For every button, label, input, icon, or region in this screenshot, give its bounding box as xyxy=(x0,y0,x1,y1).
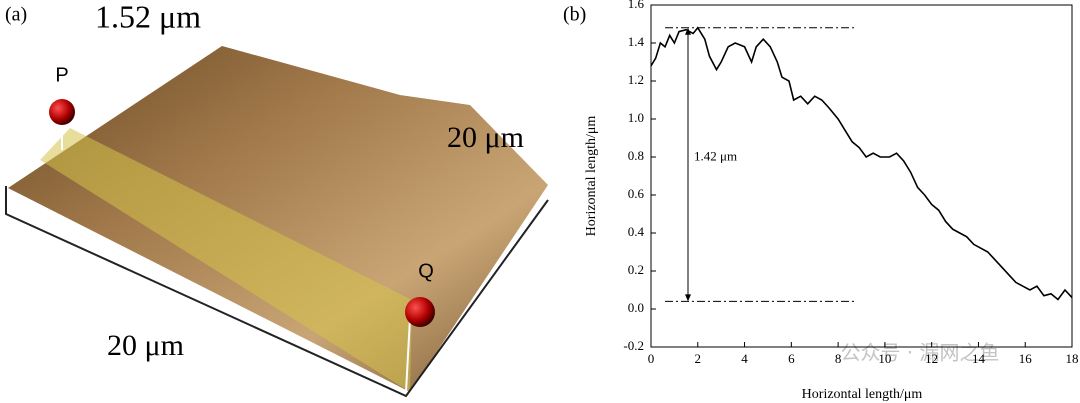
x-axis-title: Horizontal length/μm xyxy=(802,387,923,402)
y-tick-label: 0.0 xyxy=(628,300,644,315)
point-q-marker xyxy=(405,297,435,327)
x-tick-label: 14 xyxy=(972,351,986,366)
panel-label: (b) xyxy=(563,4,586,26)
y-tick-label: 0.4 xyxy=(628,224,645,239)
y-tick-label: 1.4 xyxy=(628,34,645,49)
y-tick-label: -0.2 xyxy=(623,338,644,353)
x-tick-label: 10 xyxy=(878,351,891,366)
watermark: 公众号 · 漏网之鱼 xyxy=(840,341,999,365)
side-label: 20 μm xyxy=(107,329,184,362)
point-label: P xyxy=(55,64,68,86)
x-tick-label: 18 xyxy=(1066,351,1079,366)
x-tick-label: 0 xyxy=(648,351,655,366)
x-tick-label: 2 xyxy=(695,351,702,366)
annotation: 1.42 μm xyxy=(694,149,737,164)
profile-plane xyxy=(40,128,412,392)
y-tick-label: 1.6 xyxy=(628,0,645,11)
x-tick-label: 12 xyxy=(925,351,938,366)
y-tick-label: 0.2 xyxy=(628,262,644,277)
panel-a: (a) 1.52 μm 20 μm 20 μm P Q xyxy=(5,0,549,398)
y-tick-label: 1.2 xyxy=(628,72,644,87)
side-label: 20 μm xyxy=(447,121,524,154)
box-edge xyxy=(5,186,549,398)
x-tick-label: 16 xyxy=(1019,351,1033,366)
y-tick-label: 0.8 xyxy=(628,148,644,163)
point-p-marker xyxy=(49,99,75,125)
x-tick-label: 8 xyxy=(835,351,842,366)
height-label: 1.52 μm xyxy=(95,0,201,34)
y-axis-title: Horizontal length/μm xyxy=(584,116,599,237)
surface xyxy=(8,46,548,392)
panel-label: (a) xyxy=(5,4,27,26)
profile-line xyxy=(650,26,1073,301)
x-tick-label: 6 xyxy=(788,351,795,366)
point-label: Q xyxy=(418,260,434,282)
guide xyxy=(405,317,411,393)
y-tick-label: 1.0 xyxy=(628,110,644,125)
x-tick-label: 4 xyxy=(741,351,748,366)
plot-frame xyxy=(650,4,1073,348)
y-tick-label: 0.6 xyxy=(628,186,645,201)
